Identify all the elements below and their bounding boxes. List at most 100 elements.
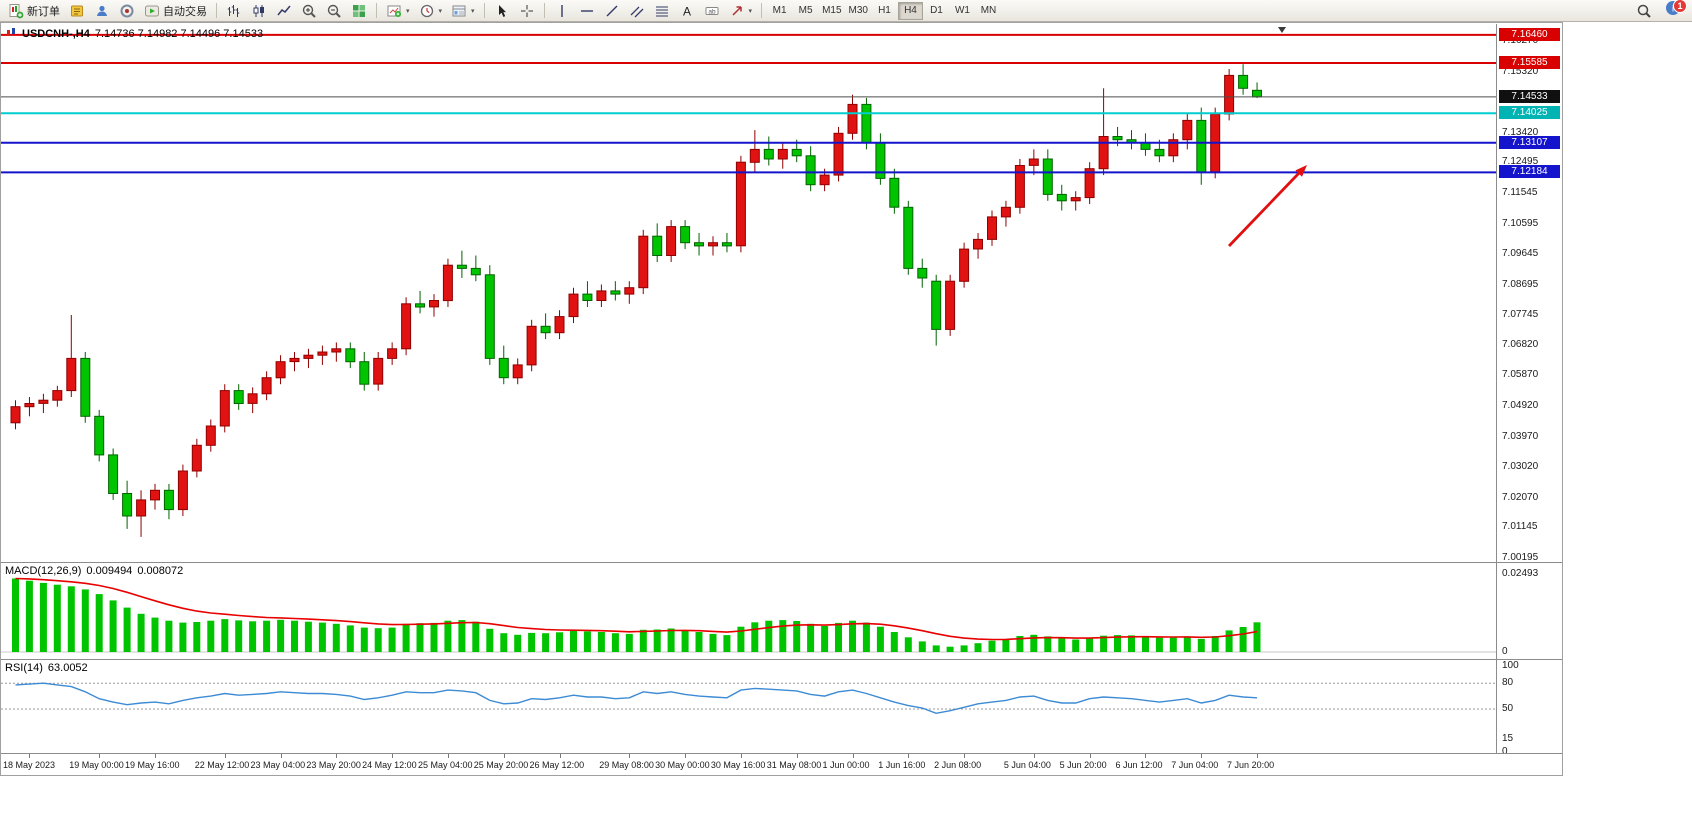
timeframe-button-m1[interactable]: M1 [772, 5, 787, 16]
line-chart-icon [276, 3, 292, 19]
label-icon: ab [704, 3, 720, 19]
main-chart[interactable] [1, 24, 1562, 562]
navigator-button[interactable] [90, 1, 114, 21]
timeframe-button-w1[interactable]: W1 [954, 5, 970, 16]
new-order-icon [8, 3, 24, 19]
periods-button[interactable]: ▾ [415, 1, 447, 21]
vertical-line-icon [554, 3, 570, 19]
timeframe-button-m5[interactable]: M5 [798, 5, 813, 16]
fibonacci-button[interactable] [650, 1, 674, 21]
rsi-indicator-label[interactable]: RSI(14) 63.0052 [5, 662, 88, 674]
search-button[interactable] [1632, 1, 1656, 21]
toolbar-separator [543, 3, 545, 18]
time-axis-tick [280, 754, 282, 758]
bar-chart-button[interactable] [222, 1, 246, 21]
time-axis-tick [1033, 754, 1035, 758]
time-axis-label: 2 Jun 08:00 [934, 760, 982, 770]
market-watch-icon [69, 3, 85, 19]
timeframe-button-m30[interactable]: M30 [848, 5, 868, 16]
svg-text:A: A [683, 4, 691, 18]
autotrade-button[interactable]: 自动交易 [140, 1, 211, 21]
cursor-button[interactable] [490, 1, 514, 21]
time-axis-tick [796, 754, 798, 758]
pane-divider[interactable] [1, 561, 1562, 564]
horizontal-line-icon [579, 3, 595, 19]
time-axis-label: 19 May 00:00 [69, 760, 124, 770]
timeframe-button-d1[interactable]: D1 [930, 5, 943, 16]
rsi-name: RSI(14) [5, 662, 43, 674]
label-button[interactable]: ab [700, 1, 724, 21]
time-axis-tick [447, 754, 449, 758]
rsi-axis-label: 15 [1502, 733, 1514, 745]
time-axis-label: 19 May 16:00 [125, 760, 180, 770]
channel-button[interactable] [625, 1, 649, 21]
market-watch-button[interactable] [65, 1, 89, 21]
toolbar-separator [483, 3, 485, 18]
time-axis-tick [1257, 754, 1259, 758]
crosshair-icon [519, 3, 535, 19]
profile-icon [94, 3, 110, 19]
time-axis-tick [559, 754, 561, 758]
time-axis-tick [1089, 754, 1091, 758]
line-chart-button[interactable] [272, 1, 296, 21]
zoom-in-button[interactable] [297, 1, 321, 21]
time-axis[interactable]: 18 May 2023 19 May 00:00 19 May 16:00 22 Ma… [1, 753, 1562, 775]
time-axis-tick [852, 754, 854, 758]
time-axis-label: 29 May 08:00 [599, 760, 654, 770]
price-axis-label: 7.02070 [1502, 491, 1539, 503]
price-axis-label: 7.08695 [1502, 278, 1539, 290]
macd-pane[interactable] [1, 562, 1562, 659]
vertical-line-button[interactable] [550, 1, 574, 21]
timeframe-button-mn[interactable]: MN [980, 5, 997, 16]
tile-windows-button[interactable] [347, 1, 371, 21]
price-level-box-support-level-1: 7.13107 [1499, 135, 1560, 149]
rsi-pane[interactable] [1, 659, 1562, 753]
time-axis-label: 5 Jun 04:00 [1003, 760, 1051, 770]
price-level-box-cyan-level: 7.14025 [1499, 106, 1560, 120]
time-axis-tick [740, 754, 742, 758]
price-axis-label: 7.04920 [1502, 400, 1539, 412]
candlestick-chart-button[interactable] [247, 1, 271, 21]
horizontal-line-button[interactable] [575, 1, 599, 21]
history-center-button[interactable] [115, 1, 139, 21]
new-order-label: 新订单 [27, 5, 60, 18]
timeframe-button-m15[interactable]: M15 [822, 5, 842, 16]
macd-axis-label: 0.02493 [1502, 568, 1539, 579]
crosshair-button[interactable] [515, 1, 539, 21]
price-axis[interactable]: 7.162707.153207.134207.124957.115457.105… [1499, 0, 1563, 776]
trendline-button[interactable] [600, 1, 624, 21]
notification-button[interactable]: i 1 [1662, 0, 1687, 21]
clock-icon [419, 3, 435, 19]
indicators-button[interactable]: ▾ [382, 1, 414, 21]
time-axis-label: 23 May 04:00 [250, 760, 306, 770]
shapes-button[interactable]: ▾ [725, 1, 757, 21]
chevron-down-icon: ▾ [438, 7, 443, 15]
timeframe-button-h1[interactable]: H1 [878, 5, 891, 16]
time-axis-label: 23 May 20:00 [306, 760, 361, 770]
new-order-button[interactable]: 新订单 [4, 1, 64, 21]
price-axis-label: 7.05870 [1502, 369, 1539, 381]
arrow-annotation[interactable] [1227, 165, 1307, 247]
time-axis-tick [29, 754, 31, 758]
notification-badge: 1 [1673, 0, 1687, 13]
pane-divider[interactable] [1, 658, 1562, 661]
time-axis-tick [1145, 754, 1147, 758]
svg-text:ab: ab [708, 8, 716, 15]
chart-ohlc: 7.14736 7.14982 7.14496 7.14533 [94, 28, 264, 40]
zoom-out-icon [326, 3, 342, 19]
time-axis-tick [685, 754, 687, 758]
templates-button[interactable]: ▾ [447, 1, 479, 21]
macd-indicator-label[interactable]: MACD(12,26,9) 0.009494 0.008072 [5, 565, 183, 577]
channel-icon [629, 3, 645, 19]
time-axis-tick [1201, 754, 1203, 758]
toolbar-separator [761, 3, 763, 18]
time-axis-label: 22 May 12:00 [194, 760, 250, 770]
time-axis-label: 7 Jun 20:00 [1227, 760, 1275, 770]
text-button[interactable]: A [675, 1, 699, 21]
price-axis-label: 7.01145 [1502, 521, 1538, 533]
zoom-out-button[interactable] [322, 1, 346, 21]
shift-marker-icon[interactable] [1278, 27, 1286, 33]
time-axis-label: 18 May 2023 [3, 760, 56, 770]
search-icon [1636, 3, 1652, 19]
timeframe-button-h4[interactable]: H4 [897, 1, 923, 20]
